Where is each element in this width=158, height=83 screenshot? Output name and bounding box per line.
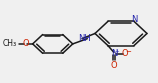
Text: N: N — [131, 15, 138, 24]
Text: +: + — [115, 49, 120, 54]
Text: NH: NH — [78, 34, 91, 43]
Text: O: O — [122, 49, 128, 58]
Text: CH₃: CH₃ — [3, 39, 17, 48]
Text: O: O — [22, 39, 29, 48]
Text: O: O — [111, 61, 117, 70]
Text: N: N — [111, 49, 117, 58]
Text: −: − — [126, 49, 132, 55]
